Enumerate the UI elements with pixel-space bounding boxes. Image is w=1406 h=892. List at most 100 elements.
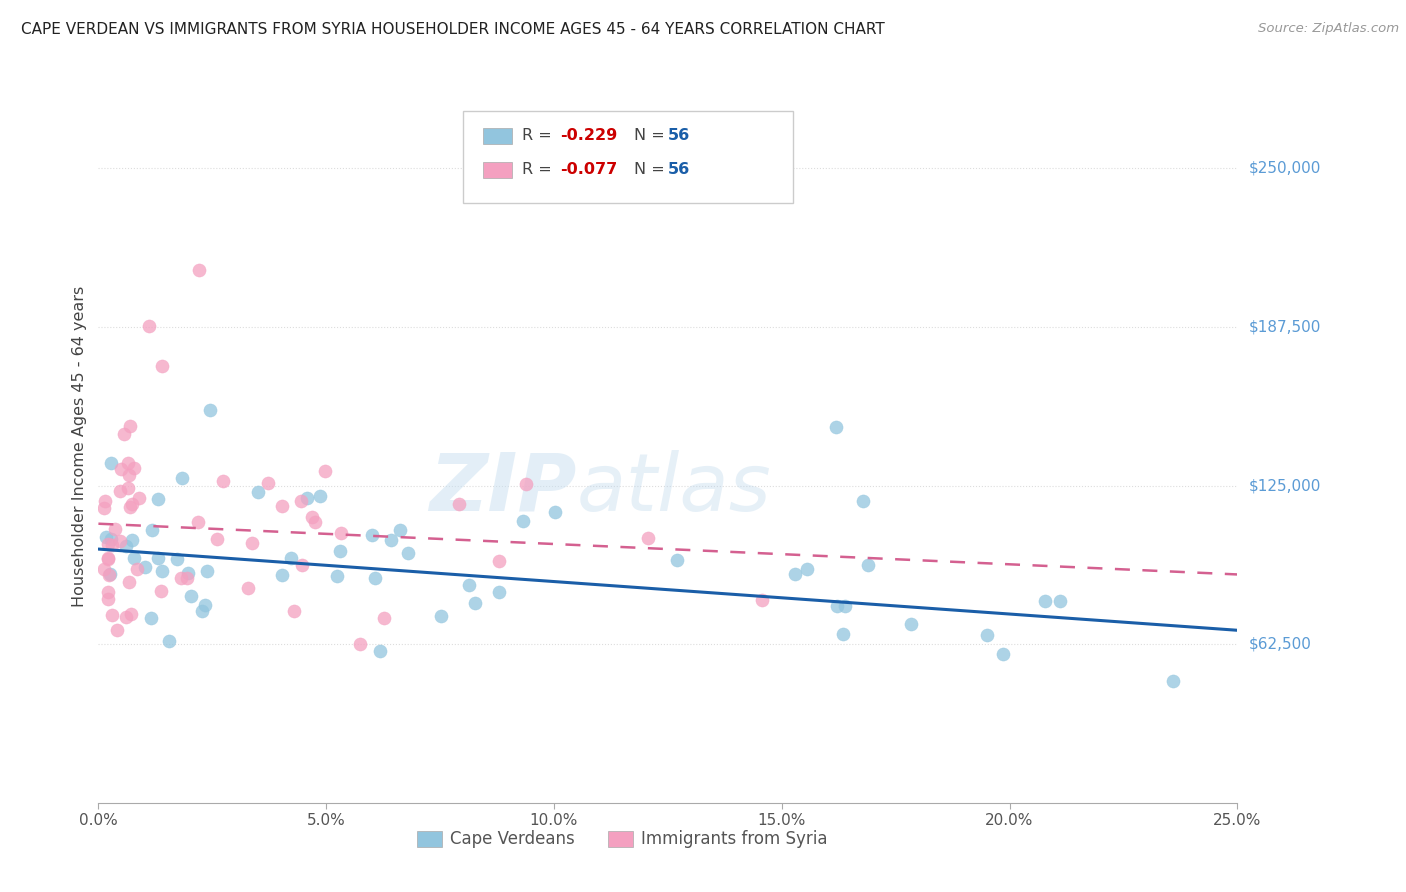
- Point: [93, 562, 115, 576]
- Point: [301, 509, 323, 524]
- Point: [176, 571, 198, 585]
- Point: [122, 461, 145, 475]
- Point: [314, 464, 336, 478]
- Point: [97, 551, 120, 566]
- Point: [211, 474, 233, 488]
- Point: [308, 490, 330, 504]
- Text: R =: R =: [522, 128, 557, 143]
- Point: [103, 522, 125, 536]
- Point: [150, 564, 173, 578]
- Point: [125, 562, 148, 576]
- Point: [271, 499, 294, 513]
- Point: [117, 456, 139, 470]
- Point: [280, 551, 302, 566]
- Point: [380, 533, 402, 548]
- Text: N =: N =: [634, 128, 669, 143]
- Point: [271, 568, 294, 582]
- Text: 56: 56: [668, 128, 690, 143]
- Point: [118, 500, 141, 515]
- Point: [177, 566, 200, 580]
- Point: [515, 477, 537, 491]
- Point: [149, 584, 172, 599]
- Point: [138, 318, 160, 333]
- Point: [94, 494, 117, 508]
- Point: [128, 491, 150, 505]
- Point: [295, 491, 318, 506]
- Point: [139, 611, 162, 625]
- Point: [198, 402, 221, 417]
- Point: [205, 532, 228, 546]
- Point: [349, 637, 371, 651]
- Point: [512, 514, 534, 528]
- Point: [361, 528, 384, 542]
- Point: [283, 604, 305, 618]
- Text: CAPE VERDEAN VS IMMIGRANTS FROM SYRIA HOUSEHOLDER INCOME AGES 45 - 64 YEARS CORR: CAPE VERDEAN VS IMMIGRANTS FROM SYRIA HO…: [21, 22, 884, 37]
- Point: [120, 419, 142, 434]
- FancyBboxPatch shape: [484, 162, 512, 178]
- Point: [100, 532, 122, 546]
- Text: ZIP: ZIP: [429, 450, 576, 528]
- Point: [105, 623, 128, 637]
- Point: [110, 462, 132, 476]
- Point: [93, 501, 115, 516]
- Point: [900, 616, 922, 631]
- Point: [170, 571, 193, 585]
- Point: [146, 491, 169, 506]
- Y-axis label: Householder Income Ages 45 - 64 years: Householder Income Ages 45 - 64 years: [72, 285, 87, 607]
- Point: [488, 554, 510, 568]
- Point: [97, 584, 120, 599]
- FancyBboxPatch shape: [463, 111, 793, 203]
- Point: [112, 427, 135, 442]
- Point: [97, 537, 120, 551]
- Point: [785, 567, 807, 582]
- Point: [166, 552, 188, 566]
- Point: [991, 647, 1014, 661]
- Point: [976, 628, 998, 642]
- Point: [856, 558, 879, 573]
- Point: [117, 481, 139, 495]
- Point: [329, 526, 352, 541]
- Point: [291, 558, 314, 572]
- Text: $250,000: $250,000: [1249, 161, 1320, 176]
- Point: [326, 569, 349, 583]
- Point: [827, 599, 849, 613]
- Point: [236, 581, 259, 595]
- Point: [97, 591, 120, 606]
- Point: [488, 584, 510, 599]
- Point: [98, 566, 121, 581]
- FancyBboxPatch shape: [484, 128, 512, 145]
- Point: [430, 609, 453, 624]
- Text: -0.229: -0.229: [560, 128, 617, 143]
- Text: Source: ZipAtlas.com: Source: ZipAtlas.com: [1258, 22, 1399, 36]
- Point: [141, 523, 163, 537]
- Point: [834, 599, 856, 613]
- Point: [101, 608, 124, 623]
- Text: R =: R =: [522, 161, 557, 177]
- Point: [134, 559, 156, 574]
- Point: [194, 598, 217, 612]
- Point: [115, 610, 138, 624]
- Point: [108, 533, 131, 548]
- Point: [146, 550, 169, 565]
- Point: [257, 475, 280, 490]
- Point: [825, 420, 848, 434]
- Text: -0.077: -0.077: [560, 161, 617, 177]
- Point: [328, 544, 350, 558]
- Text: $62,500: $62,500: [1249, 637, 1312, 652]
- Point: [97, 551, 120, 566]
- Point: [666, 553, 689, 567]
- Point: [368, 643, 391, 657]
- Point: [121, 533, 143, 547]
- Point: [157, 634, 180, 648]
- Text: $187,500: $187,500: [1249, 319, 1320, 334]
- Point: [304, 515, 326, 529]
- Point: [124, 550, 146, 565]
- Point: [457, 578, 479, 592]
- Point: [170, 470, 193, 484]
- Point: [290, 493, 312, 508]
- Point: [187, 263, 209, 277]
- Point: [464, 596, 486, 610]
- Point: [180, 590, 202, 604]
- Point: [364, 571, 387, 585]
- Point: [396, 545, 419, 559]
